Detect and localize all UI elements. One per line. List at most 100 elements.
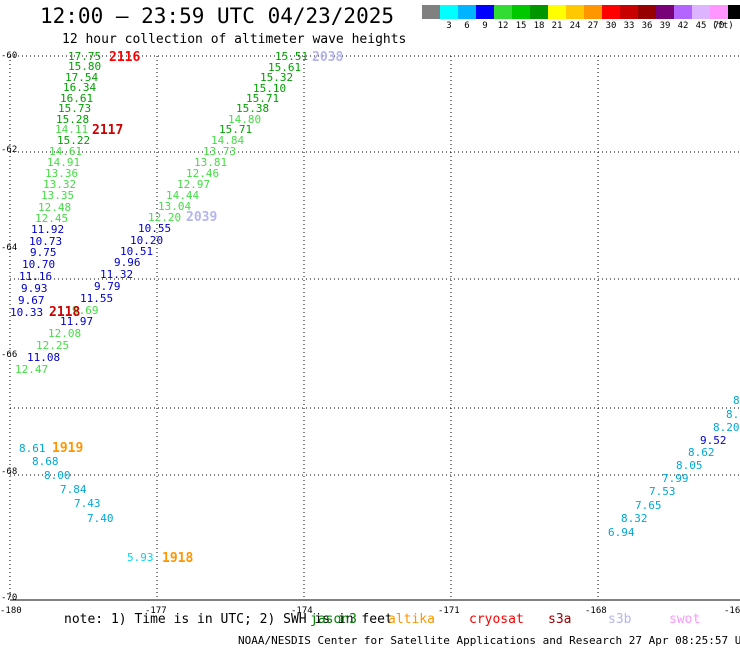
wave-height-value: 14.44 xyxy=(166,189,199,202)
pass-number: 2118 xyxy=(49,305,80,320)
legend-item-swot: swot xyxy=(669,612,701,627)
wave-height-value: 9.79 xyxy=(94,280,121,293)
wave-height-value: 14.84 xyxy=(211,134,244,147)
longitude-label: -168 xyxy=(585,606,607,616)
wave-height-value: 16.34 xyxy=(63,81,96,94)
wave-height-value: 11.92 xyxy=(31,223,64,236)
legend-item-cryosat: cryosat xyxy=(469,612,524,627)
wave-height-value: 10.33 xyxy=(10,306,43,319)
wave-height-values: 17.7515.8017.5416.3416.6115.7315.2814.11… xyxy=(10,50,740,564)
wave-height-value: 17.75 xyxy=(68,50,101,63)
wave-height-value: 14.61 xyxy=(49,145,82,158)
wave-height-value: 7.65 xyxy=(635,499,662,512)
wave-height-value: 15.71 xyxy=(219,123,252,136)
color-swatch xyxy=(548,5,566,19)
wave-height-value: 13.04 xyxy=(158,200,191,213)
color-scale-label: 24 xyxy=(569,21,581,31)
color-scale-label: 27 xyxy=(587,21,599,31)
lat-lon-grid xyxy=(9,55,740,601)
wave-height-value: 9.93 xyxy=(21,282,48,295)
wave-height-value: 8.61 xyxy=(19,442,46,455)
wave-height-value: 9.69 xyxy=(72,304,99,317)
longitude-label: -174 xyxy=(291,606,313,616)
wave-height-value: 8.62 xyxy=(688,446,715,459)
wave-height-value: 12.25 xyxy=(36,339,69,352)
wave-height-value: 9.52 xyxy=(700,434,727,447)
color-scale-label: 21 xyxy=(551,21,563,31)
latitude-label: -68 xyxy=(1,467,17,477)
wave-height-value: 6.94 xyxy=(608,526,635,539)
color-swatch xyxy=(674,5,692,19)
color-scale-label: 39 xyxy=(659,21,671,31)
color-swatch xyxy=(476,5,494,19)
color-scale-label: 70 xyxy=(713,21,725,31)
color-scale-label: 12 xyxy=(497,21,509,31)
color-swatch xyxy=(530,5,548,19)
legend-item-jason3: jason3 xyxy=(310,612,357,627)
latitude-label: -70 xyxy=(1,593,17,603)
color-swatch xyxy=(638,5,656,19)
wave-height-value: 12.48 xyxy=(38,201,71,214)
pass-number: 1918 xyxy=(162,551,193,566)
color-scale-label: 3 xyxy=(446,21,452,31)
longitude-label: -177 xyxy=(145,606,167,616)
wave-height-value: 15.22 xyxy=(57,134,90,147)
color-swatch xyxy=(710,5,728,19)
wave-height-value: 8.68 xyxy=(32,455,59,468)
color-scale-label: 45 xyxy=(695,21,707,31)
wave-height-value: 14.80 xyxy=(228,113,261,126)
wave-height-value: 15.10 xyxy=(253,82,286,95)
wave-height-value: 7.53 xyxy=(649,485,676,498)
color-swatch xyxy=(692,5,710,19)
color-swatch xyxy=(602,5,620,19)
color-scale-label: 42 xyxy=(677,21,689,31)
longitude-label: -180 xyxy=(0,606,22,616)
color-swatch xyxy=(656,5,674,19)
wave-height-value: 13.73 xyxy=(203,145,236,158)
longitude-label: -171 xyxy=(438,606,460,616)
latitude-label: -60 xyxy=(1,51,17,61)
wave-height-value: 9.75 xyxy=(30,246,57,259)
pass-number-labels: 2116 2117 2118 2038 2039 1919 1918 xyxy=(49,50,343,566)
wave-height-value: 7.43 xyxy=(74,497,101,510)
color-swatch xyxy=(440,5,458,19)
wave-height-value: 12.08 xyxy=(48,327,81,340)
latitude-label: -62 xyxy=(1,145,17,155)
wave-height-value: 12.47 xyxy=(15,363,48,376)
wave-height-value: 17.54 xyxy=(65,71,98,84)
wave-height-value: 13.32 xyxy=(43,178,76,191)
color-scale-label: 36 xyxy=(641,21,653,31)
wave-height-value: 15.32 xyxy=(260,71,293,84)
color-swatch xyxy=(584,5,602,19)
wave-height-value: 8.00 xyxy=(44,469,71,482)
wave-height-value: 15.28 xyxy=(56,113,89,126)
wave-height-value: 11.55 xyxy=(80,292,113,305)
wave-height-value: 13.35 xyxy=(41,189,74,202)
wave-height-value: 8.20 xyxy=(713,421,740,434)
wave-height-value: 10.20 xyxy=(130,234,163,247)
wave-height-value: 11.97 xyxy=(60,315,93,328)
wave-height-value: 14.91 xyxy=(47,156,80,169)
footer-credit: NOAA/NESDIS Center for Satellite Applica… xyxy=(238,634,740,647)
wave-height-value: 8.2 xyxy=(726,408,740,421)
wave-height-value: 9.67 xyxy=(18,294,45,307)
pass-number: 2038 xyxy=(312,50,343,65)
wave-height-value: 12.46 xyxy=(186,167,219,180)
pass-number: 1919 xyxy=(52,441,83,456)
pass-number: 2116 xyxy=(109,50,140,65)
color-swatch xyxy=(422,5,440,19)
color-scale-label: 30 xyxy=(605,21,617,31)
latitude-label: -66 xyxy=(1,350,17,360)
wave-height-value: 10.73 xyxy=(29,235,62,248)
color-scale-label: 33 xyxy=(623,21,635,31)
color-swatch xyxy=(620,5,638,19)
wave-height-value: 13.81 xyxy=(194,156,227,169)
legend-item-s3a: s3a xyxy=(548,612,572,627)
wave-height-value: 15.80 xyxy=(68,60,101,73)
map-title: 12:00 – 23:59 UTC 04/23/2025 xyxy=(40,4,395,28)
wave-height-value: 5.93 xyxy=(127,551,154,564)
wave-height-value: 7.40 xyxy=(87,512,114,525)
wave-height-value: 14.11 xyxy=(55,123,88,136)
